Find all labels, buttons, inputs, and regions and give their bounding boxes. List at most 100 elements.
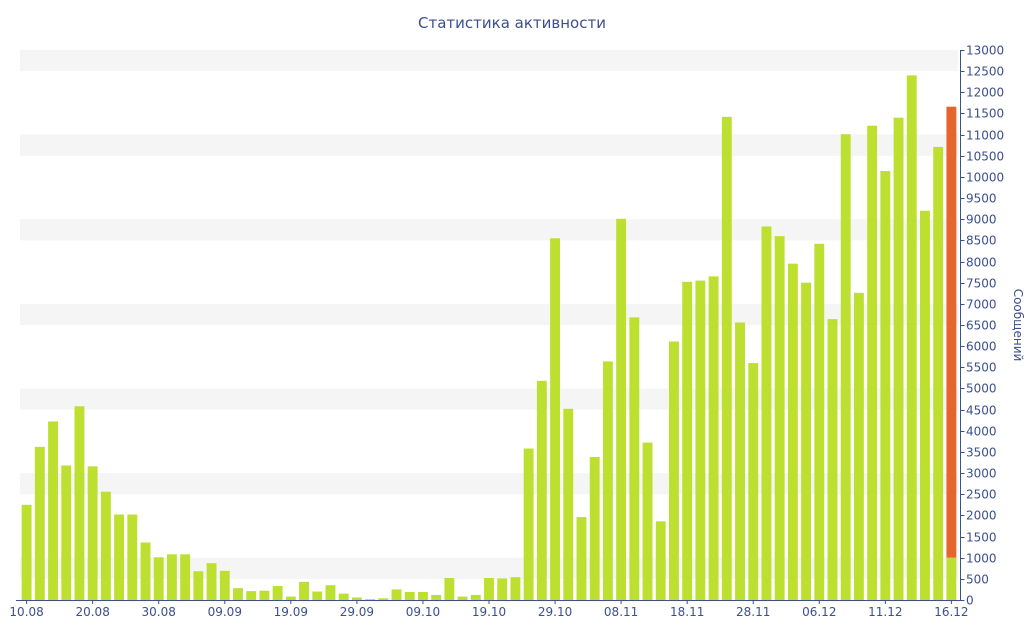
y-axis: 0 500 1000 1500 2000 2500 3000 3500 4000 4500 5000…: [960, 44, 1004, 608]
bar: [61, 465, 72, 600]
bar: [602, 361, 613, 600]
bar: [444, 578, 455, 600]
bar: [312, 591, 323, 600]
bar: [259, 590, 270, 600]
bar: [48, 421, 58, 600]
bar: [285, 596, 296, 600]
bar: [946, 557, 957, 600]
bar: [550, 238, 561, 600]
bar: [246, 591, 257, 600]
bar: [87, 466, 98, 600]
bar: [523, 448, 534, 600]
y-tick-label: 4000: [966, 425, 997, 439]
x-tick-label: 29.10: [538, 605, 572, 619]
y-tick-label: 6000: [966, 340, 997, 354]
grid-band: [20, 50, 958, 72]
y-tick-label: 3500: [966, 446, 997, 460]
y-tick-label: 3000: [966, 467, 997, 481]
x-tick-label: 18.11: [670, 605, 704, 619]
x-tick-label: 30.08: [142, 605, 176, 619]
chart-title: Статистика активности: [418, 14, 606, 32]
y-tick-label: 1000: [966, 552, 997, 566]
y-tick-label: 4500: [966, 404, 997, 418]
y-tick-label: 11500: [966, 107, 1004, 121]
bar: [761, 226, 772, 600]
bar: [470, 594, 481, 600]
bar: [735, 322, 745, 600]
bar: [74, 406, 85, 600]
y-tick-label: 8500: [966, 234, 997, 248]
bar: [166, 554, 177, 600]
bar: [338, 593, 349, 600]
y-tick-label: 500: [966, 573, 989, 587]
bar: [840, 134, 851, 600]
bar: [404, 591, 415, 600]
y-tick-label: 11000: [966, 129, 1004, 143]
y-axis-label: Сообщений: [1011, 289, 1024, 362]
bar: [497, 578, 508, 600]
bar: [721, 116, 732, 600]
bar: [391, 589, 402, 600]
bar: [536, 380, 547, 600]
bar: [299, 581, 309, 600]
bar: [34, 446, 45, 600]
y-tick-label: 12500: [966, 65, 1004, 79]
y-tick-label: 9000: [966, 213, 997, 227]
bar: [801, 282, 812, 600]
bar: [933, 146, 944, 600]
x-tick-label: 10.08: [9, 605, 43, 619]
y-tick-label: 10000: [966, 171, 1004, 185]
y-tick-label: 7500: [966, 277, 997, 291]
bar: [920, 210, 930, 600]
bar-highlight: [946, 106, 957, 558]
bar: [906, 75, 917, 600]
x-axis: 10.08 20.08 30.08 09.09 19.09 29.09 09.10 19.10…: [9, 600, 969, 619]
bar: [180, 554, 191, 600]
bar: [127, 514, 138, 600]
bar: [867, 125, 878, 600]
bar: [589, 457, 600, 600]
x-tick-label: 29.09: [340, 605, 374, 619]
bar: [351, 597, 362, 600]
bar: [365, 599, 376, 600]
y-tick-label: 5500: [966, 361, 997, 375]
bar: [814, 243, 825, 600]
bar: [655, 521, 666, 600]
y-tick-label: 1500: [966, 531, 997, 545]
x-tick-label: 08.11: [604, 605, 638, 619]
bar: [417, 591, 428, 600]
bar: [510, 577, 521, 600]
bar: [153, 557, 164, 600]
bar: [193, 571, 204, 600]
y-tick-label: 8000: [966, 256, 997, 270]
bar: [669, 341, 679, 600]
bar: [774, 236, 785, 600]
y-tick-label: 6500: [966, 319, 997, 333]
y-tick-label: 0: [966, 594, 974, 608]
y-tick-label: 12000: [966, 86, 1004, 100]
bars: [21, 75, 957, 601]
bar: [219, 570, 230, 600]
bar: [616, 218, 627, 601]
x-tick-label: 09.09: [208, 605, 242, 619]
bar: [100, 491, 111, 600]
y-tick-label: 13000: [966, 44, 1004, 58]
bar: [21, 504, 32, 600]
y-tick-label: 5000: [966, 382, 997, 396]
bar: [853, 292, 864, 600]
x-tick-label: 19.10: [472, 605, 506, 619]
bar: [642, 442, 653, 600]
bar: [880, 171, 891, 600]
bar: [827, 319, 838, 600]
x-tick-label: 09.10: [406, 605, 440, 619]
x-tick-label: 20.08: [75, 605, 109, 619]
x-tick-label: 19.09: [274, 605, 308, 619]
bar: [563, 408, 574, 600]
y-tick-label: 2500: [966, 488, 997, 502]
bar: [431, 594, 442, 600]
bar: [893, 117, 904, 600]
bar: [787, 263, 798, 600]
bar: [457, 596, 468, 600]
